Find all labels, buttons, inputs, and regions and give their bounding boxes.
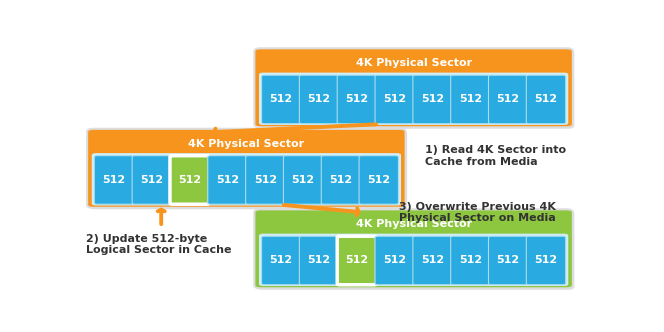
- Text: 512: 512: [367, 175, 390, 185]
- FancyBboxPatch shape: [246, 156, 285, 204]
- FancyBboxPatch shape: [262, 75, 301, 124]
- Text: 512: 512: [383, 94, 406, 105]
- FancyBboxPatch shape: [359, 156, 398, 204]
- FancyBboxPatch shape: [259, 234, 568, 286]
- FancyBboxPatch shape: [413, 236, 452, 285]
- Text: 512: 512: [345, 256, 369, 266]
- FancyBboxPatch shape: [321, 156, 361, 204]
- FancyBboxPatch shape: [170, 156, 209, 204]
- Text: 512: 512: [291, 175, 315, 185]
- Text: 4K Physical Sector: 4K Physical Sector: [355, 58, 471, 68]
- Text: 512: 512: [421, 94, 444, 105]
- Text: 2) Update 512-byte
Logical Sector in Cache: 2) Update 512-byte Logical Sector in Cac…: [86, 233, 231, 255]
- Text: 512: 512: [329, 175, 353, 185]
- FancyBboxPatch shape: [413, 75, 452, 124]
- FancyBboxPatch shape: [256, 211, 574, 290]
- Text: 512: 512: [307, 94, 331, 105]
- FancyBboxPatch shape: [89, 130, 407, 209]
- FancyBboxPatch shape: [284, 156, 323, 204]
- FancyBboxPatch shape: [94, 156, 133, 204]
- FancyBboxPatch shape: [451, 75, 490, 124]
- Text: 512: 512: [216, 175, 239, 185]
- Text: 512: 512: [102, 175, 125, 185]
- FancyBboxPatch shape: [87, 129, 406, 208]
- Text: 512: 512: [535, 256, 558, 266]
- Text: 512: 512: [345, 94, 369, 105]
- FancyBboxPatch shape: [489, 236, 528, 285]
- Text: 4K Physical Sector: 4K Physical Sector: [189, 138, 305, 148]
- Text: 512: 512: [254, 175, 277, 185]
- FancyBboxPatch shape: [262, 236, 301, 285]
- FancyBboxPatch shape: [375, 75, 414, 124]
- Text: 3) Overwrite Previous 4K
Physical Sector on Media: 3) Overwrite Previous 4K Physical Sector…: [400, 202, 556, 223]
- FancyBboxPatch shape: [256, 50, 574, 129]
- Text: 512: 512: [459, 256, 482, 266]
- FancyBboxPatch shape: [259, 73, 568, 125]
- FancyBboxPatch shape: [375, 236, 414, 285]
- Text: 512: 512: [535, 94, 558, 105]
- FancyBboxPatch shape: [299, 75, 339, 124]
- Text: 512: 512: [140, 175, 163, 185]
- FancyBboxPatch shape: [299, 236, 339, 285]
- Text: 1) Read 4K Sector into
Cache from Media: 1) Read 4K Sector into Cache from Media: [425, 145, 566, 167]
- Text: 512: 512: [307, 256, 331, 266]
- FancyBboxPatch shape: [337, 236, 376, 285]
- FancyBboxPatch shape: [254, 209, 573, 288]
- Text: 512: 512: [459, 94, 482, 105]
- FancyBboxPatch shape: [92, 153, 401, 206]
- Text: 512: 512: [497, 94, 520, 105]
- FancyBboxPatch shape: [489, 75, 528, 124]
- FancyBboxPatch shape: [527, 236, 566, 285]
- FancyBboxPatch shape: [208, 156, 247, 204]
- FancyBboxPatch shape: [451, 236, 490, 285]
- Text: 512: 512: [178, 175, 201, 185]
- FancyBboxPatch shape: [527, 75, 566, 124]
- Text: 512: 512: [270, 256, 293, 266]
- Text: 512: 512: [421, 256, 444, 266]
- Text: 512: 512: [270, 94, 293, 105]
- FancyBboxPatch shape: [337, 75, 376, 124]
- FancyBboxPatch shape: [132, 156, 171, 204]
- Text: 512: 512: [383, 256, 406, 266]
- FancyBboxPatch shape: [254, 48, 573, 127]
- Text: 512: 512: [497, 256, 520, 266]
- Text: 4K Physical Sector: 4K Physical Sector: [355, 219, 471, 229]
